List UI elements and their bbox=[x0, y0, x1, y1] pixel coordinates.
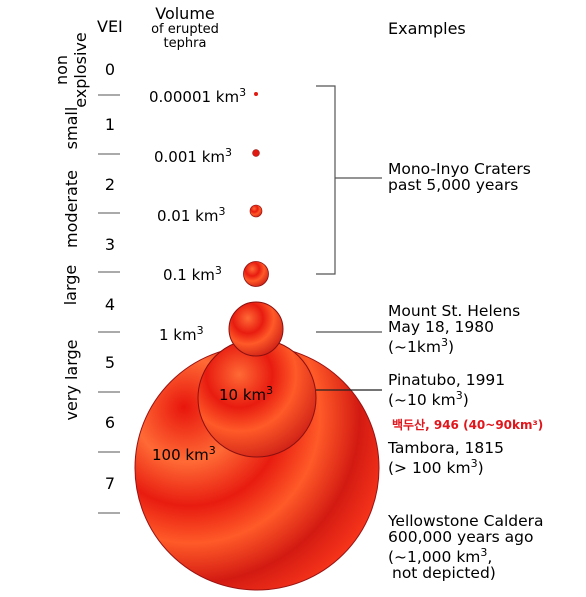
volume-label-vei4: 0.1 km3 bbox=[163, 264, 222, 284]
vei-2: 2 bbox=[104, 175, 116, 194]
vei-3: 3 bbox=[104, 235, 116, 254]
vei-0: 0 bbox=[104, 60, 116, 79]
category-large: large bbox=[61, 264, 80, 306]
category-very-large: very large bbox=[62, 339, 81, 421]
sphere-vei4 bbox=[243, 261, 269, 287]
sphere-vei1 bbox=[254, 92, 258, 96]
vei-4: 4 bbox=[104, 295, 116, 314]
example-yellowstone: Yellowstone Caldera 600,000 years ago (~… bbox=[388, 512, 544, 583]
vei-ticks bbox=[98, 94, 120, 514]
example-pinatubo: Pinatubo, 1991 (~10 km3) bbox=[388, 371, 506, 410]
volume-label-vei1: 0.00001 km3 bbox=[149, 86, 247, 106]
mono-bracket bbox=[316, 85, 382, 275]
volume-label-vei6: 10 km3 bbox=[219, 384, 274, 404]
vei-header: VEI bbox=[97, 17, 123, 36]
example-mono-inyo: Mono-Inyo Craters past 5,000 years bbox=[388, 160, 531, 194]
example-tambora: Tambora, 1815 (> 100 km3) bbox=[388, 439, 504, 478]
sphere-vei2 bbox=[252, 149, 260, 157]
sphere-vei3 bbox=[249, 204, 263, 218]
volume-header: Volume of erupted tephra bbox=[151, 4, 219, 51]
vei-6: 6 bbox=[104, 413, 116, 432]
volume-label-vei3: 0.01 km3 bbox=[157, 205, 226, 225]
volume-label-vei5: 1 km3 bbox=[159, 324, 204, 344]
category-moderate: moderate bbox=[62, 170, 81, 248]
volume-label-vei7: 100 km3 bbox=[152, 444, 216, 464]
vei-7: 7 bbox=[104, 474, 116, 493]
example-mount-st-helens: Mount St. Helens May 18, 1980 (~1km3) bbox=[388, 302, 521, 357]
volume-label-vei2: 0.001 km3 bbox=[154, 146, 233, 166]
vei-5: 5 bbox=[104, 353, 116, 372]
examples-header: Examples bbox=[388, 19, 466, 38]
sphere-vei5 bbox=[228, 301, 284, 357]
category-small: small bbox=[62, 106, 81, 150]
example-baekdusan: 백두산, 946 (40~90km³) bbox=[392, 418, 544, 432]
vei-1: 1 bbox=[104, 115, 116, 134]
